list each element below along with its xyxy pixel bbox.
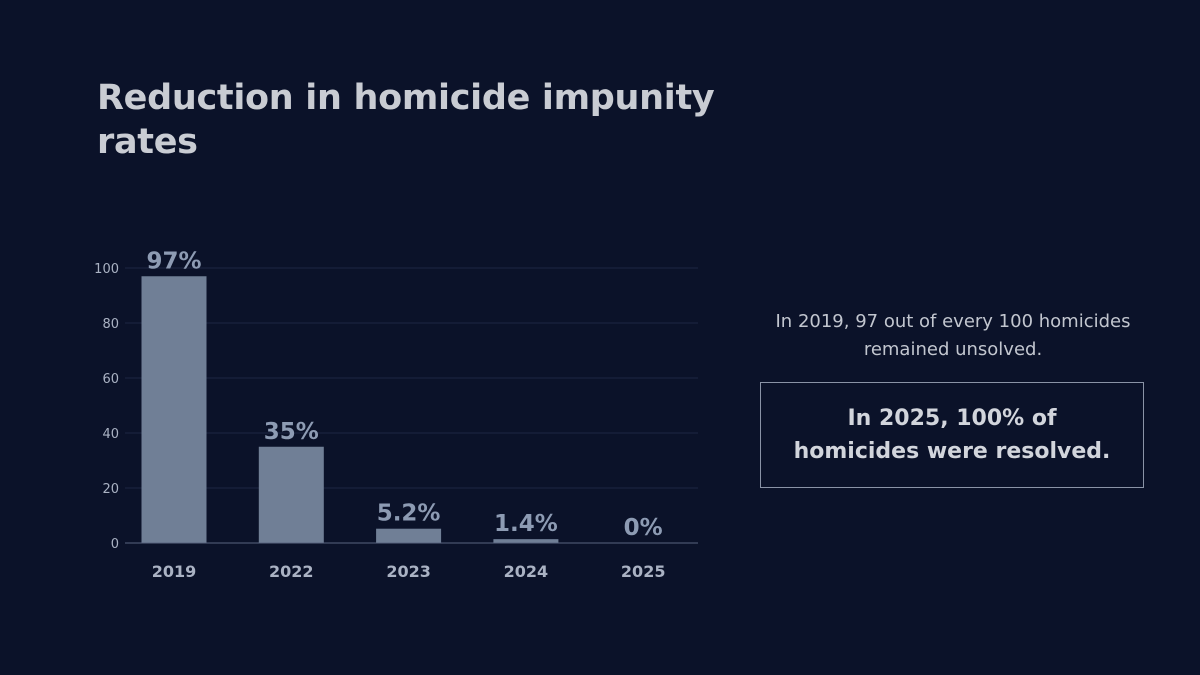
data-label-2023: 5.2% xyxy=(377,501,441,527)
highlight-box: In 2025, 100% of homicides were resolved… xyxy=(760,382,1144,488)
bar-2019 xyxy=(141,276,207,543)
category-label-2025: 2025 xyxy=(621,562,666,581)
x-axis-categories: 2019 2022 2023 2024 2025 xyxy=(152,562,666,581)
grid-lines xyxy=(125,267,698,489)
bar-2024 xyxy=(493,539,559,543)
data-label-2022: 35% xyxy=(264,419,319,445)
y-tick-label: 0 xyxy=(111,537,119,552)
data-label-2024: 1.4% xyxy=(494,511,558,537)
summary-note: In 2019, 97 out of every 100 homicides r… xyxy=(775,311,1131,360)
bar-2023 xyxy=(376,528,442,543)
bars xyxy=(141,276,559,543)
y-axis-ticks: 0 20 40 60 80 100 xyxy=(94,262,119,552)
y-tick-label: 60 xyxy=(102,372,119,387)
data-label-2025: 0% xyxy=(624,515,663,541)
bar-2022 xyxy=(258,446,324,543)
highlight-text: In 2025, 100% of homicides were resolved… xyxy=(793,406,1111,464)
y-tick-label: 100 xyxy=(94,262,119,277)
category-label-2022: 2022 xyxy=(269,562,314,581)
y-tick-label: 40 xyxy=(102,427,119,442)
category-label-2024: 2024 xyxy=(504,562,549,581)
category-label-2023: 2023 xyxy=(386,562,431,581)
category-label-2019: 2019 xyxy=(152,562,197,581)
y-tick-label: 20 xyxy=(102,482,119,497)
data-labels: 97% 35% 5.2% 1.4% 0% xyxy=(146,248,662,541)
chart-title: Reduction in homicide impunity rates xyxy=(97,78,715,162)
y-tick-label: 80 xyxy=(102,317,119,332)
data-label-2019: 97% xyxy=(146,248,201,274)
